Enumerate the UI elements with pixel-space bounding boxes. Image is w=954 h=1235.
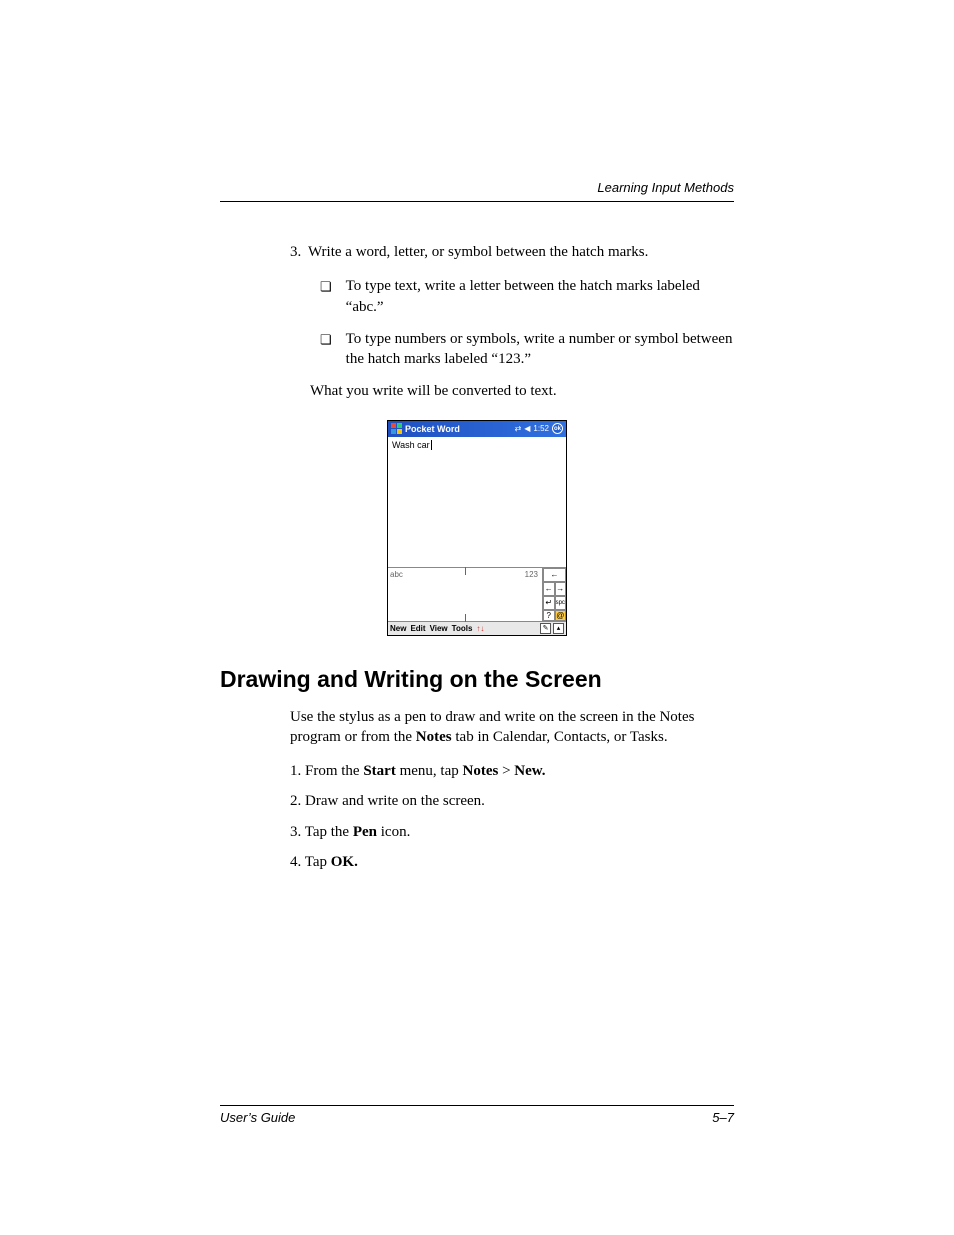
enter-key[interactable]: ↵	[543, 596, 555, 610]
writing-area[interactable]: abc 123	[388, 568, 542, 621]
side-keys: ← ← → ↵ spc ? @	[542, 568, 566, 621]
step-3-bullets: ❏ To type text, write a letter between t…	[320, 276, 734, 369]
step-text: menu, tap	[396, 763, 463, 779]
intro-post: tab in Calendar, Contacts, or Tasks.	[452, 729, 668, 745]
doc-text: Wash car	[392, 440, 430, 450]
footer-left: User’s Guide	[220, 1110, 295, 1125]
step-bold: New.	[514, 763, 545, 779]
backspace-key[interactable]: ←	[543, 568, 566, 582]
title-bar: Pocket Word ⇄ ◀ 1:52 ok	[388, 421, 566, 437]
num-label: 123	[525, 570, 538, 579]
left-key[interactable]: ←	[543, 582, 555, 596]
help-key[interactable]: ?	[543, 610, 555, 621]
menu-edit[interactable]: Edit	[410, 624, 425, 633]
volume-icon[interactable]: ◀	[524, 424, 530, 433]
step-num: 4.	[290, 854, 301, 870]
app-title: Pocket Word	[405, 424, 460, 434]
hatch-mark	[465, 567, 466, 575]
text-cursor	[431, 440, 432, 450]
step-text: icon.	[377, 824, 410, 840]
step-3-text: Write a word, letter, or symbol between …	[308, 244, 648, 260]
step-bold: OK.	[331, 854, 358, 870]
menu-view[interactable]: View	[430, 624, 448, 633]
bullet-icon: ❏	[320, 331, 332, 370]
menu-tools[interactable]: Tools	[452, 624, 473, 633]
format-icon[interactable]: ↑↓	[476, 624, 484, 633]
intro-bold: Notes	[416, 729, 452, 745]
space-key[interactable]: spc	[555, 596, 567, 610]
step-bold: Start	[363, 763, 396, 779]
bullet-item: ❏ To type numbers or symbols, write a nu…	[320, 329, 734, 370]
abc-label: abc	[390, 570, 403, 579]
step-text: Tap the	[305, 824, 353, 840]
step-bold: Pen	[353, 824, 377, 840]
drawing-step-4: 4. Tap OK.	[290, 852, 734, 872]
at-key[interactable]: @	[555, 610, 567, 621]
footer-rule	[220, 1105, 734, 1106]
pocket-pc: Pocket Word ⇄ ◀ 1:52 ok Wash car abc 123	[387, 420, 567, 636]
bullet-icon: ❏	[320, 278, 332, 317]
section-header: Learning Input Methods	[220, 180, 734, 195]
step-num: 2.	[290, 793, 301, 809]
hatch-mark	[465, 614, 466, 622]
header-rule	[220, 201, 734, 202]
drawing-intro: Use the stylus as a pen to draw and writ…	[290, 707, 734, 748]
clock: 1:52	[533, 424, 549, 433]
step-text: Tap	[305, 854, 331, 870]
connectivity-icon[interactable]: ⇄	[515, 424, 522, 433]
footer-right: 5–7	[712, 1110, 734, 1125]
document-area[interactable]: Wash car	[388, 437, 566, 567]
sip-up-icon[interactable]: ▴	[553, 623, 564, 634]
heading-drawing: Drawing and Writing on the Screen	[220, 666, 734, 693]
drawing-step-2: 2. Draw and write on the screen.	[290, 791, 734, 811]
drawing-step-3: 3. Tap the Pen icon.	[290, 822, 734, 842]
bullet-text: To type text, write a letter between the…	[346, 276, 734, 317]
step-3-after: What you write will be converted to text…	[310, 381, 734, 401]
menu-new[interactable]: New	[390, 624, 406, 633]
step-bold: Notes	[463, 763, 499, 779]
right-key[interactable]: →	[555, 582, 567, 596]
letter-recognizer-panel: abc 123 ← ← → ↵ spc ? @	[388, 567, 566, 621]
step-3-number: 3.	[290, 242, 308, 262]
device-screenshot: Pocket Word ⇄ ◀ 1:52 ok Wash car abc 123	[220, 420, 734, 636]
bullet-item: ❏ To type text, write a letter between t…	[320, 276, 734, 317]
step-num: 3.	[290, 824, 301, 840]
step-text: Draw and write on the screen.	[305, 793, 485, 809]
page-footer: User’s Guide 5–7	[220, 1105, 734, 1125]
bullet-text: To type numbers or symbols, write a numb…	[346, 329, 734, 370]
step-num: 1.	[290, 763, 301, 779]
bottom-bar: New Edit View Tools ↑↓ ✎ ▴	[388, 621, 566, 635]
ok-button[interactable]: ok	[552, 423, 563, 434]
step-3: 3.Write a word, letter, or symbol betwee…	[290, 242, 734, 262]
pen-icon[interactable]: ✎	[540, 623, 551, 634]
step-text: From the	[305, 763, 363, 779]
drawing-step-1: 1. From the Start menu, tap Notes > New.	[290, 761, 734, 781]
start-flag-icon[interactable]	[391, 423, 403, 435]
step-text: >	[498, 763, 514, 779]
